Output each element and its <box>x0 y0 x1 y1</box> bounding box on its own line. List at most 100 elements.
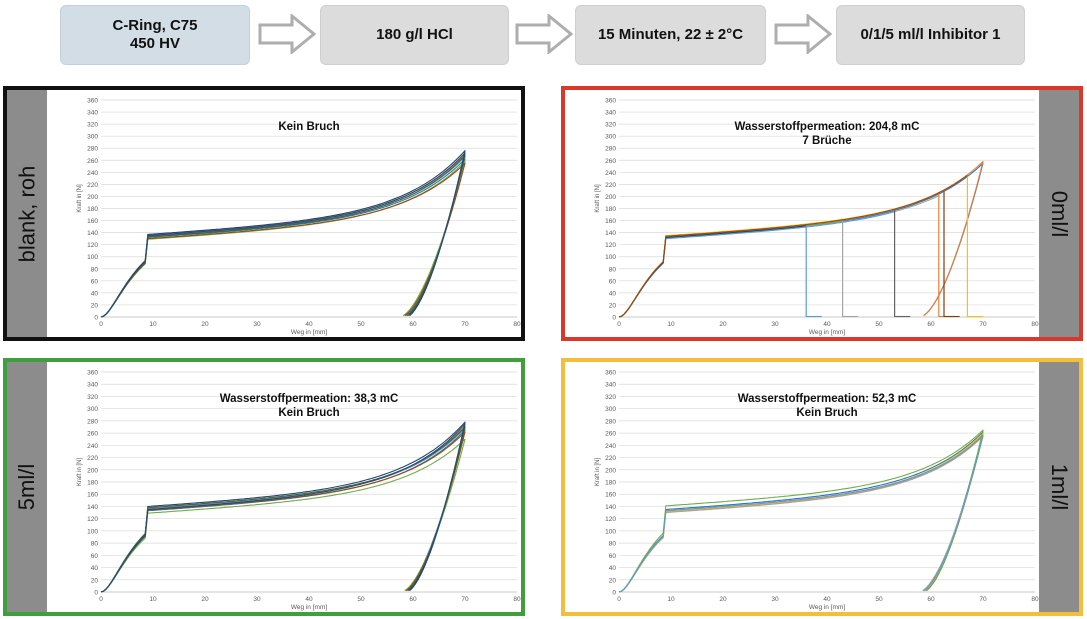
y-tick-label: 340 <box>605 110 616 117</box>
y-tick-label: 140 <box>605 504 616 511</box>
x-tick-label: 0 <box>99 321 103 328</box>
y-tick-label: 180 <box>605 206 616 213</box>
y-tick-label: 180 <box>87 206 98 213</box>
side-label: 1ml/l <box>1047 463 1073 511</box>
chart-5ml: 0204060801001201401601802002202402602803… <box>77 370 521 612</box>
series-line <box>100 160 466 318</box>
y-tick-label: 120 <box>87 516 98 523</box>
series-line <box>100 154 466 318</box>
chart-annotation: Kein Bruch <box>278 407 339 419</box>
series-line <box>618 431 984 593</box>
x-tick-label: 40 <box>305 321 313 328</box>
y-tick-label: 100 <box>87 254 98 261</box>
y-tick-label: 160 <box>605 218 616 225</box>
y-tick-label: 180 <box>605 480 616 487</box>
x-tick-label: 10 <box>149 321 157 328</box>
y-tick-label: 40 <box>91 565 99 572</box>
y-tick-label: 280 <box>87 146 98 153</box>
series-line <box>618 160 984 318</box>
y-tick-label: 100 <box>605 528 616 535</box>
y-tick-label: 280 <box>605 146 616 153</box>
y-tick-label: 140 <box>87 230 98 237</box>
step-duration-label: 15 Minuten, 22 ± 2°C <box>597 26 744 43</box>
x-tick-label: 70 <box>979 596 987 603</box>
y-tick-label: 240 <box>605 170 616 177</box>
x-tick-label: 40 <box>305 596 313 603</box>
y-tick-label: 40 <box>609 290 617 297</box>
chart-annotation: Wasserstoffpermeation: 52,3 mC <box>738 393 917 405</box>
panel-0ml: 0 20 40 60 80 100 120 140 160 180 200 220 240 260 280 3… <box>561 86 1083 341</box>
x-axis-label: Weg in [mm] <box>291 329 328 336</box>
series-line <box>100 423 466 593</box>
side-label: blank, roh <box>14 165 39 262</box>
arrow-right-icon <box>515 14 573 54</box>
series-line <box>618 433 984 593</box>
y-axis-label: Kraft in [N] <box>77 457 83 486</box>
arrow-right-icon <box>774 14 832 54</box>
y-tick-label: 120 <box>87 242 98 249</box>
chart-annotation: Kein Bruch <box>278 121 339 133</box>
x-tick-label: 70 <box>461 596 469 603</box>
x-tick-label: 80 <box>513 596 521 603</box>
y-tick-label: 300 <box>87 406 98 413</box>
y-tick-label: 240 <box>87 443 98 450</box>
step-medium-label: 180 g/l HCl <box>376 26 453 43</box>
x-tick-label: 60 <box>927 596 935 603</box>
series-line <box>100 150 466 318</box>
y-tick-label: 120 <box>605 516 616 523</box>
y-tick-label: 100 <box>605 254 616 261</box>
y-tick-label: 40 <box>91 290 99 297</box>
series-line <box>100 421 466 593</box>
x-tick-label: 60 <box>409 596 417 603</box>
x-tick-label: 80 <box>513 321 521 328</box>
series-line <box>100 158 466 318</box>
y-tick-label: 80 <box>91 541 99 548</box>
y-tick-label: 280 <box>605 418 616 425</box>
y-tick-label: 260 <box>605 158 616 165</box>
x-tick-label: 30 <box>253 596 261 603</box>
panel-blank: blank, roh 0 20 40 60 80 100 120 140 160 180 200 22… <box>3 86 525 341</box>
x-tick-label: 70 <box>979 321 987 328</box>
x-axis-label: Weg in [mm] <box>291 604 328 611</box>
step-inhibitor: 0/1/5 ml/l Inhibitor 1 <box>836 5 1025 65</box>
step-inhibitor-label: 0/1/5 ml/l Inhibitor 1 <box>860 26 1001 43</box>
y-tick-label: 0 <box>94 590 98 597</box>
y-tick-label: 220 <box>605 182 616 189</box>
series-line <box>100 152 466 318</box>
chart-annotation: 7 Brüche <box>802 135 851 147</box>
y-axis-label: Kraft in [N] <box>77 184 83 213</box>
y-tick-label: 160 <box>605 492 616 499</box>
y-tick-label: 320 <box>87 394 98 401</box>
y-tick-label: 360 <box>87 370 98 377</box>
panel-5ml: 5ml/l 0 20 40 60 80 100 120 140 160 180 200 220 240 2… <box>3 358 525 616</box>
series-line <box>100 438 466 593</box>
side-label: 5ml/l <box>14 463 40 511</box>
chart-blank: 0204060801001201401601802002202402602803… <box>77 98 521 337</box>
step-duration: 15 Minuten, 22 ± 2°C <box>575 5 766 65</box>
y-tick-label: 260 <box>605 431 616 438</box>
y-tick-label: 300 <box>605 134 616 141</box>
x-tick-label: 50 <box>357 321 365 328</box>
x-tick-label: 20 <box>719 596 727 603</box>
series-line <box>100 162 466 318</box>
x-tick-label: 40 <box>823 321 831 328</box>
y-tick-label: 340 <box>87 382 98 389</box>
x-tick-label: 0 <box>617 596 621 603</box>
y-tick-label: 360 <box>605 98 616 105</box>
y-tick-label: 220 <box>605 455 616 462</box>
chart-annotation: Kein Bruch <box>796 407 857 419</box>
y-tick-label: 160 <box>87 492 98 499</box>
y-tick-label: 40 <box>609 565 617 572</box>
x-tick-label: 10 <box>667 596 675 603</box>
y-tick-label: 60 <box>609 278 617 285</box>
y-tick-label: 320 <box>605 122 616 129</box>
y-tick-label: 240 <box>605 443 616 450</box>
y-tick-label: 60 <box>609 553 617 560</box>
y-tick-label: 80 <box>609 541 617 548</box>
side-label: 0ml/l <box>1047 190 1073 237</box>
y-tick-label: 300 <box>87 134 98 141</box>
side-label-bar: 1ml/l <box>1039 362 1079 612</box>
step-material: C-Ring, C75 450 HV <box>60 5 250 65</box>
y-tick-label: 0 <box>612 590 616 597</box>
x-tick-label: 50 <box>875 321 883 328</box>
